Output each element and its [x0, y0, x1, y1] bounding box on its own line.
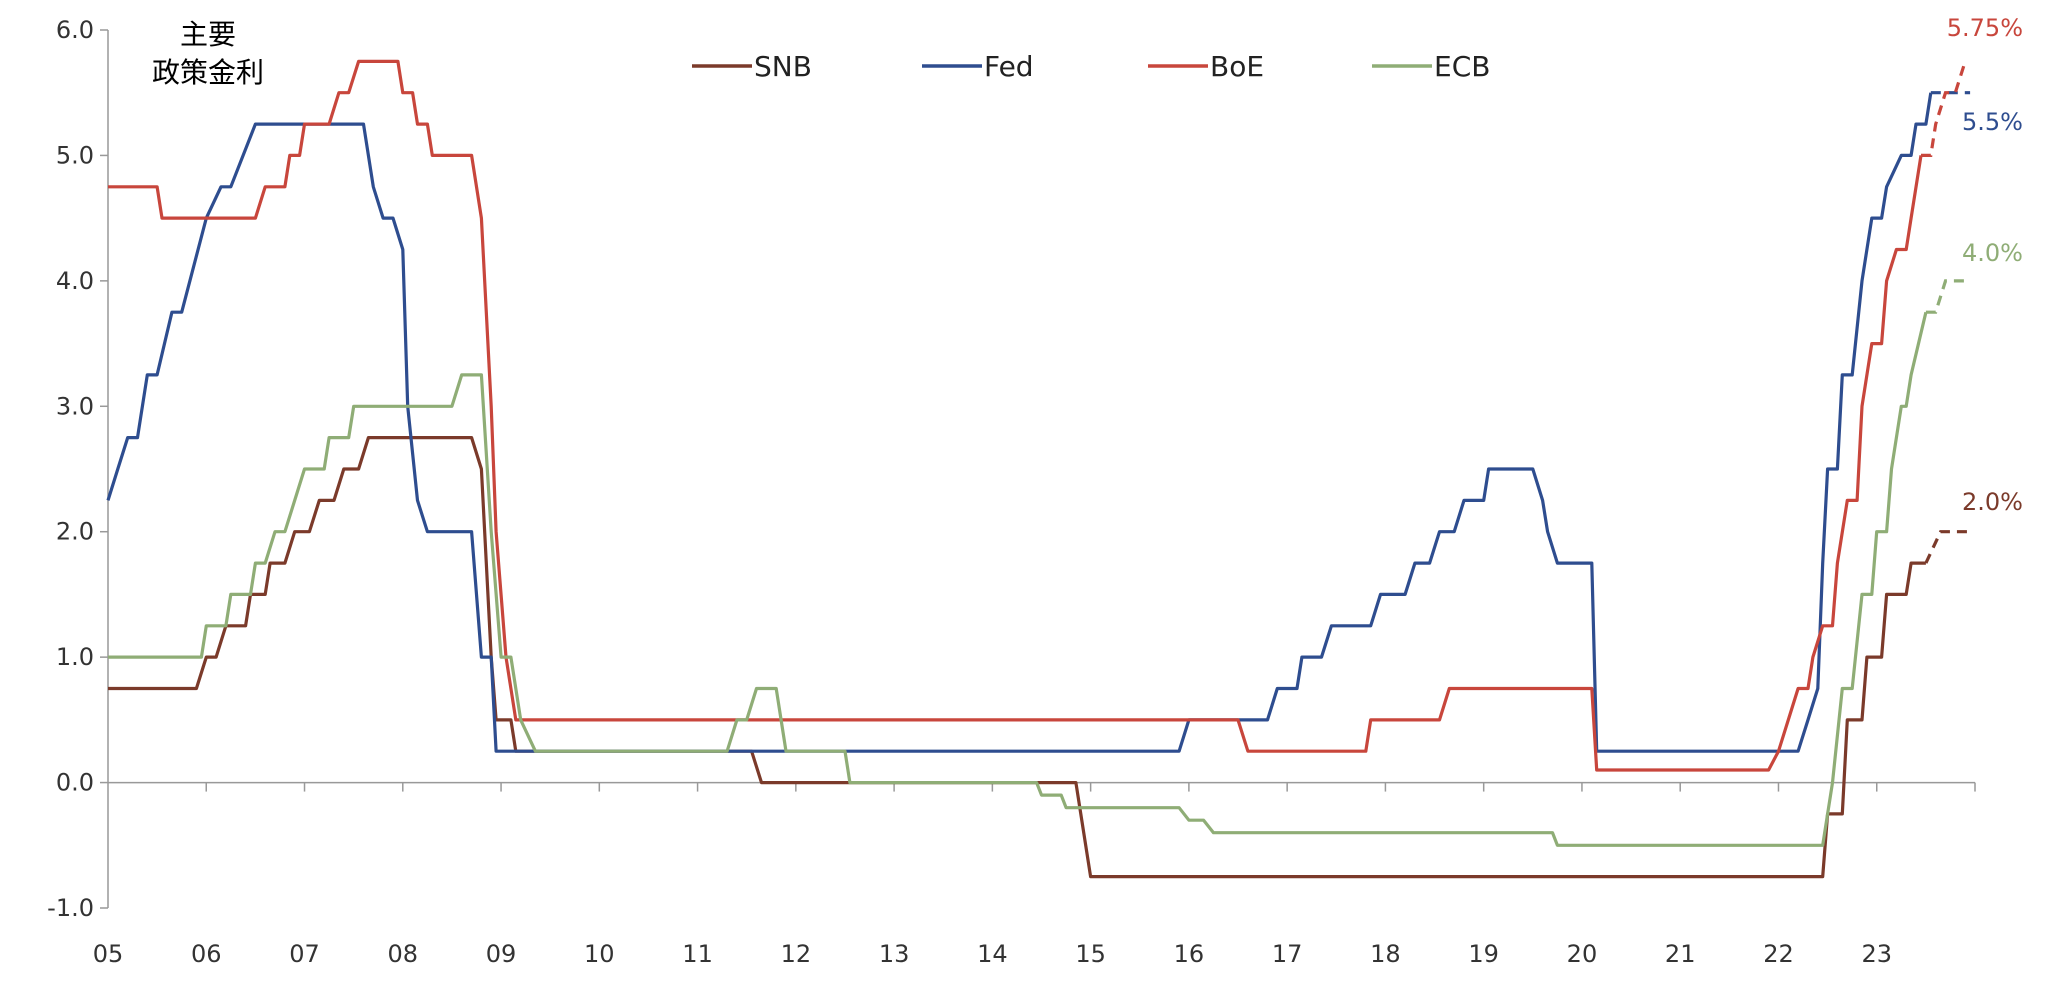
- y-tick-label: 5.0: [56, 141, 94, 169]
- legend: SNB Fed BoE ECB: [692, 50, 1490, 83]
- x-tick-label: 17: [1272, 940, 1303, 968]
- corner-label-line-2: 政策金利: [152, 56, 264, 89]
- legend-label-fed: Fed: [984, 50, 1034, 83]
- x-tick-label: 12: [781, 940, 812, 968]
- x-tick-label: 05: [93, 940, 124, 968]
- y-tick-label: 6.0: [56, 16, 94, 44]
- legend-label-ecb: ECB: [1434, 50, 1490, 83]
- y-tick-label: -1.0: [47, 894, 94, 922]
- end-label-fed: 5.5%: [1962, 108, 2023, 136]
- series-line-boe: [108, 59, 1923, 772]
- corner-label-line-1: 主要: [180, 18, 236, 51]
- x-tick-label: 09: [486, 940, 517, 968]
- x-tick-label: 11: [682, 940, 713, 968]
- y-tick-label: 4.0: [56, 267, 94, 295]
- y-tick-label: 0.0: [56, 769, 94, 797]
- x-tick-label: 10: [584, 940, 615, 968]
- series-forecast-ecb: [1925, 279, 1971, 314]
- x-tick-label: 21: [1665, 940, 1696, 968]
- y-tick-label: 3.0: [56, 392, 94, 420]
- end-label-boe: 5.75%: [1947, 14, 2023, 42]
- axes: [107, 30, 1975, 908]
- series-forecast-boe: [1921, 60, 1967, 157]
- legend-label-boe: BoE: [1210, 50, 1264, 83]
- series-lines: [106, 59, 1971, 879]
- x-tick-label: 18: [1370, 940, 1401, 968]
- end-label-snb: 2.0%: [1962, 488, 2023, 516]
- x-tick-label: 23: [1861, 940, 1892, 968]
- series-line-ecb: [108, 311, 1928, 847]
- end-value-labels: 2.0% 5.5% 5.75% 4.0%: [1947, 14, 2023, 516]
- y-axis-ticks: 6.0 5.0 4.0 3.0 2.0 1.0 0.0 -1.0: [47, 16, 108, 922]
- series-line-fed: [106, 92, 1933, 753]
- x-tick-label: 07: [289, 940, 320, 968]
- x-tick-label: 20: [1567, 940, 1598, 968]
- y-tick-label: 1.0: [56, 643, 94, 671]
- x-axis-ticks: 05 06 07 08 09 10 11 12 13 14 15 16 17 18 19 20 21 22 23: [93, 782, 1976, 968]
- x-tick-label: 16: [1174, 940, 1205, 968]
- end-label-ecb: 4.0%: [1962, 239, 2023, 267]
- y-tick-label: 2.0: [56, 518, 94, 546]
- series-line-snb: [108, 436, 1926, 879]
- x-tick-label: 15: [1075, 940, 1106, 968]
- legend-label-snb: SNB: [754, 50, 812, 83]
- x-tick-label: 08: [388, 940, 419, 968]
- x-tick-label: 22: [1763, 940, 1794, 968]
- x-tick-label: 06: [191, 940, 222, 968]
- x-tick-label: 19: [1468, 940, 1499, 968]
- x-tick-label: 13: [879, 940, 910, 968]
- x-tick-label: 14: [977, 940, 1008, 968]
- series-forecast-snb: [1924, 530, 1971, 564]
